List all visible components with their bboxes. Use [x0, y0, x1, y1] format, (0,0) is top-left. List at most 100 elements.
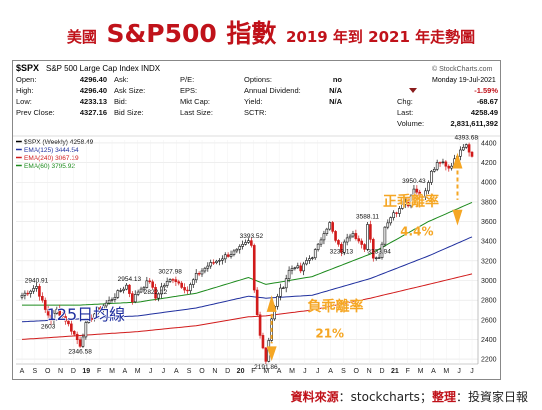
- legend-entry: EMA(125) 3444.54: [24, 147, 79, 154]
- watermark: © StockCharts.com: [432, 65, 493, 73]
- header-field-label: Low:: [16, 97, 32, 106]
- candle-body: [58, 308, 62, 316]
- candle-body: [319, 239, 323, 245]
- x-tick-label: M: [418, 368, 424, 375]
- x-tick-label: N: [58, 368, 63, 375]
- candle-body: [38, 286, 41, 297]
- candle-body: [369, 224, 372, 240]
- candle-body: [284, 278, 288, 289]
- y-tick-label: 3600: [481, 219, 497, 226]
- candle-body: [52, 313, 56, 321]
- candle-body: [403, 201, 407, 205]
- candle-body: [180, 282, 183, 288]
- price-annotation: 4393.68: [454, 135, 478, 142]
- candle-body: [377, 257, 381, 259]
- candle-body: [43, 299, 47, 310]
- candle-body: [35, 286, 38, 289]
- candle-body: [191, 279, 195, 285]
- candle-body: [316, 243, 320, 250]
- candle-body: [252, 245, 256, 291]
- candle-body: [238, 246, 242, 250]
- candle-body: [467, 144, 471, 153]
- candle-body: [247, 240, 250, 243]
- x-tick-label: M: [263, 368, 269, 375]
- x-tick-label: S: [341, 368, 346, 375]
- candle-body: [101, 305, 105, 310]
- candle-body: [221, 258, 224, 261]
- title-main: S&P500: [106, 19, 217, 48]
- symbol-name: S&P 500 Large Cap Index INDX: [46, 64, 161, 73]
- candle-body: [218, 260, 221, 262]
- candle-body: [189, 284, 192, 292]
- candle-body: [345, 237, 349, 243]
- candle-body: [459, 149, 462, 157]
- x-tick-label: S: [33, 368, 38, 375]
- candle-body: [380, 243, 384, 258]
- title-kanji: 指數: [226, 19, 277, 48]
- y-tick-label: 4400: [481, 140, 497, 147]
- price-annotation: 3393.52: [240, 233, 264, 240]
- candle-body: [131, 293, 134, 303]
- negative-bias-label: 負乖離率: [308, 298, 364, 315]
- price-annotation: 3950.43: [402, 178, 426, 185]
- candle-body: [389, 217, 393, 224]
- candle-body: [235, 248, 239, 252]
- x-tick-label: D: [71, 368, 76, 375]
- header-field-value: no: [333, 75, 343, 84]
- candle-body: [90, 318, 93, 320]
- x-tick-label: A: [431, 368, 436, 375]
- candle-body: [142, 287, 146, 290]
- candle-body: [308, 258, 311, 261]
- candle-body: [418, 191, 422, 198]
- price-annotation: 2191.86: [254, 364, 278, 371]
- y-tick-label: 3800: [481, 199, 497, 206]
- y-tick-label: 4200: [481, 160, 497, 167]
- x-tick-label: A: [328, 368, 333, 375]
- candle-body: [470, 151, 474, 157]
- x-tick-label: S: [187, 368, 192, 375]
- x-tick-label: A: [20, 368, 25, 375]
- x-tick-label: D: [379, 368, 384, 375]
- candle-body: [203, 267, 207, 272]
- header-field-label: Options:: [244, 75, 272, 84]
- y-tick-label: 2200: [481, 357, 497, 364]
- candle-body: [154, 287, 157, 299]
- candle-body: [104, 302, 108, 307]
- candle-body: [354, 233, 358, 239]
- candle-body: [461, 146, 465, 151]
- up-arrow-icon: [452, 152, 463, 169]
- candle-body: [409, 195, 413, 207]
- candle-body: [348, 235, 352, 239]
- candle-body: [293, 267, 297, 269]
- candle-body: [331, 222, 334, 232]
- candle-body: [357, 238, 361, 242]
- candle-body: [128, 284, 131, 294]
- header-field-label: Bid:: [114, 97, 127, 106]
- candle-body: [133, 294, 137, 303]
- candle-body: [441, 161, 445, 164]
- title-prefix: 美國: [66, 28, 97, 46]
- price-annotation: 3588.11: [356, 214, 379, 221]
- candle-body: [194, 273, 198, 281]
- candle-body: [287, 269, 291, 280]
- candle-body: [290, 268, 294, 271]
- x-tick-label: F: [251, 368, 255, 375]
- x-tick-label: N: [212, 368, 217, 375]
- x-tick-label: M: [443, 368, 449, 375]
- ema-line: [22, 201, 473, 306]
- candle-body: [139, 288, 143, 293]
- candle-body: [334, 231, 337, 241]
- candle-body: [206, 265, 210, 269]
- header-field-label: Prev Close:: [16, 108, 55, 117]
- candle-body: [151, 281, 154, 288]
- candle-body: [122, 288, 125, 291]
- header-field-label: P/E:: [180, 75, 194, 84]
- candle-body: [226, 254, 230, 257]
- source-value: stockcharts: [350, 390, 420, 404]
- candle-body: [412, 188, 416, 197]
- down-arrow-icon: [452, 209, 463, 226]
- x-tick-label: J: [316, 368, 320, 375]
- candle-body: [168, 279, 172, 282]
- header-field-value: 4327.16: [80, 108, 107, 117]
- price-annotation: 3233.94: [367, 249, 391, 256]
